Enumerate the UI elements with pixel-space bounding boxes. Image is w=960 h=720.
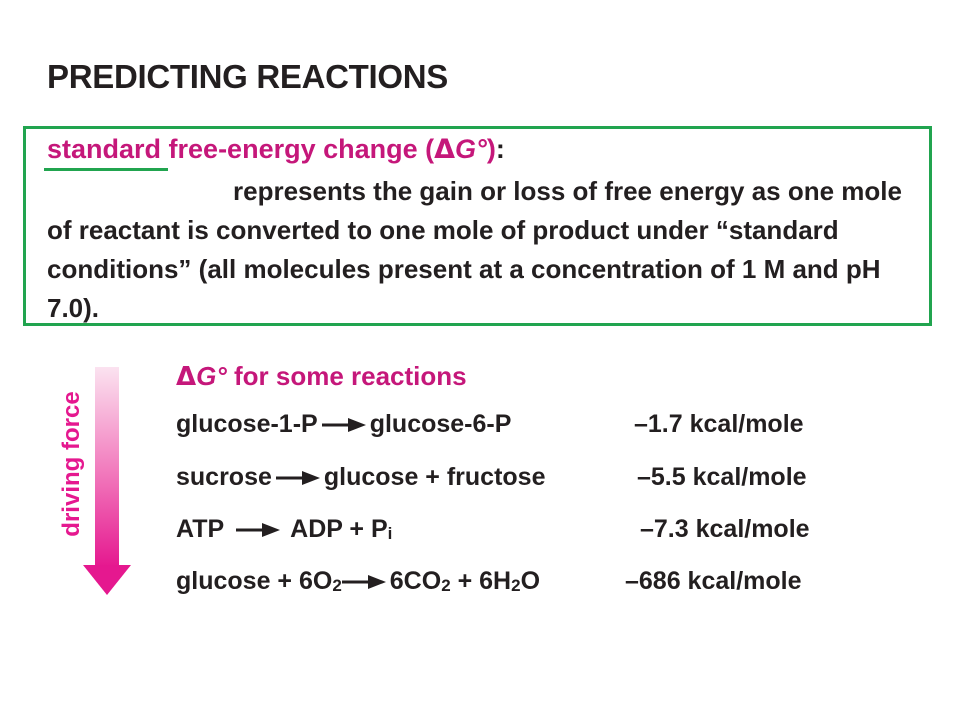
term-colon: : — [495, 134, 505, 164]
term-rest: free-energy change ( — [161, 134, 435, 164]
term-close: ) — [486, 134, 496, 164]
reaction-arrow-icon — [275, 468, 320, 488]
driving-force-arrow — [83, 367, 131, 595]
reaction-row: glucose + 6O2 6CO2 + 6H2O — [176, 567, 541, 595]
section-title-text: for some reactions — [226, 361, 467, 391]
reaction-row: sucrose glucose + fructose — [176, 463, 546, 491]
page-title: PREDICTING REACTIONS — [47, 58, 449, 95]
reaction-value: –1.7 kcal/mole — [634, 410, 804, 438]
g-symbol: G° — [196, 361, 227, 391]
definition-box — [23, 126, 932, 326]
definition-text: represents the gain or loss of free ener… — [47, 176, 902, 323]
reaction-arrow-icon — [341, 572, 386, 592]
reaction-arrow-icon — [321, 415, 366, 435]
delta-symbol: Δ — [176, 362, 197, 392]
section-title: ΔG° for some reactions — [176, 361, 467, 392]
reaction-row: glucose-1-P glucose-6-P — [176, 410, 512, 438]
reaction-arrow-icon — [236, 520, 281, 540]
definition-body: represents the gain or loss of free ener… — [47, 172, 922, 328]
delta-symbol: Δ — [434, 134, 456, 165]
driving-force-label: driving force — [58, 391, 85, 537]
term-standard: standard — [47, 134, 162, 164]
term-underline — [44, 168, 168, 171]
g-symbol: G° — [455, 134, 487, 164]
reaction-value: –686 kcal/mole — [625, 567, 802, 595]
definition-heading: standard free-energy change (ΔG°): — [47, 134, 505, 165]
reaction-value: –7.3 kcal/mole — [640, 515, 810, 543]
reaction-row: ATP ADP + Pi — [176, 515, 393, 543]
reaction-value: –5.5 kcal/mole — [637, 463, 807, 491]
